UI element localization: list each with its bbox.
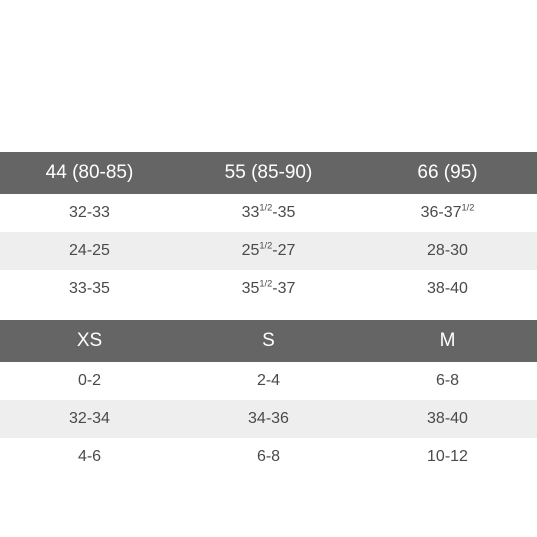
table-cell: 251/2-27 xyxy=(179,232,358,270)
table2-col-3: M xyxy=(358,320,537,362)
table-gap xyxy=(0,308,537,320)
table1-body: 32-33331/2-3536-371/224-25251/2-2728-303… xyxy=(0,194,537,308)
top-spacer xyxy=(0,0,537,152)
table-cell: 33-35 xyxy=(0,270,179,308)
table2-col-2: S xyxy=(179,320,358,362)
size-chart-panel: 44 (80-85) 55 (85-90) 66 (95) 32-33331/2… xyxy=(0,0,537,476)
table1-col-3: 66 (95) xyxy=(358,152,537,194)
table-row: 32-3434-3638-40 xyxy=(0,400,537,438)
table1-col-2: 55 (85-90) xyxy=(179,152,358,194)
table-cell: 38-40 xyxy=(358,270,537,308)
table-cell: 34-36 xyxy=(179,400,358,438)
table2-header-row: XS S M xyxy=(0,320,537,362)
table-cell: 331/2-35 xyxy=(179,194,358,232)
table-cell: 38-40 xyxy=(358,400,537,438)
table-cell: 351/2-37 xyxy=(179,270,358,308)
table-cell: 28-30 xyxy=(358,232,537,270)
size-table-1: 44 (80-85) 55 (85-90) 66 (95) 32-33331/2… xyxy=(0,152,537,308)
table-cell: 0-2 xyxy=(0,362,179,400)
table1-col-1: 44 (80-85) xyxy=(0,152,179,194)
table-cell: 36-371/2 xyxy=(358,194,537,232)
table-cell: 32-34 xyxy=(0,400,179,438)
table1-header-row: 44 (80-85) 55 (85-90) 66 (95) xyxy=(0,152,537,194)
table-cell: 2-4 xyxy=(179,362,358,400)
table-cell: 6-8 xyxy=(358,362,537,400)
table-cell: 24-25 xyxy=(0,232,179,270)
table-row: 33-35351/2-3738-40 xyxy=(0,270,537,308)
table-cell: 32-33 xyxy=(0,194,179,232)
table-cell: 4-6 xyxy=(0,438,179,476)
size-table-2: XS S M 0-22-46-832-3434-3638-404-66-810-… xyxy=(0,320,537,476)
table-row: 0-22-46-8 xyxy=(0,362,537,400)
table-row: 24-25251/2-2728-30 xyxy=(0,232,537,270)
table-row: 4-66-810-12 xyxy=(0,438,537,476)
table-row: 32-33331/2-3536-371/2 xyxy=(0,194,537,232)
table-cell: 6-8 xyxy=(179,438,358,476)
table-cell: 10-12 xyxy=(358,438,537,476)
table2-col-1: XS xyxy=(0,320,179,362)
table2-body: 0-22-46-832-3434-3638-404-66-810-12 xyxy=(0,362,537,476)
